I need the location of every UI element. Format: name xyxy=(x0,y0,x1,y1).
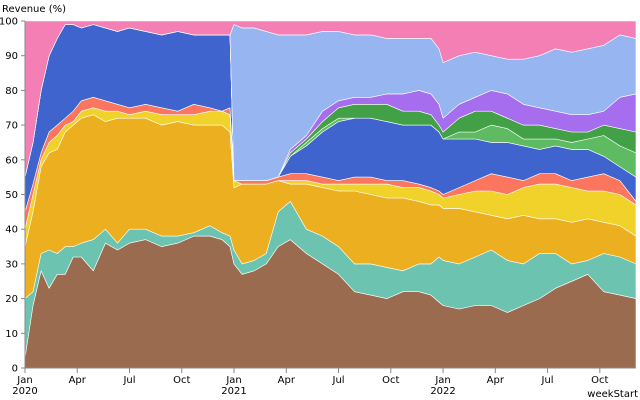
y-tick-label-70: 70 xyxy=(5,121,18,132)
x-tick-label-6: Jul xyxy=(332,375,345,386)
x-tick-label-8: Jan xyxy=(434,375,450,386)
y-tick-label-50: 50 xyxy=(5,190,18,201)
x-tick-label-5: Apr xyxy=(278,375,296,386)
y-tick-label-100: 100 xyxy=(0,17,18,28)
x-axis-title: weekStart xyxy=(587,389,638,400)
y-tick-label-80: 80 xyxy=(5,86,18,97)
x-tick-year-4: 2021 xyxy=(221,386,246,397)
x-tick-label-7: Oct xyxy=(382,375,399,386)
x-tick-label-0: Jan xyxy=(16,375,32,386)
x-tick-label-2: Jul xyxy=(122,375,135,386)
y-tick-label-0: 0 xyxy=(12,364,18,375)
x-tick-label-11: Oct xyxy=(591,375,608,386)
x-tick-year-8: 2022 xyxy=(430,386,455,397)
area-series-11 xyxy=(24,20,637,178)
y-tick-label-60: 60 xyxy=(5,155,18,166)
y-tick-label-20: 20 xyxy=(5,294,18,305)
y-tick-label-10: 10 xyxy=(5,329,18,340)
y-tick-label-30: 30 xyxy=(5,259,18,270)
y-axis: 0 10 20 30 40 50 60 70 80 90 100 xyxy=(0,17,26,375)
y-axis-title: Revenue (%) xyxy=(2,4,66,15)
y-tick-label-40: 40 xyxy=(5,225,18,236)
x-tick-label-9: Apr xyxy=(487,375,505,386)
y-tick-label-90: 90 xyxy=(5,51,18,62)
x-tick-year-0: 2020 xyxy=(12,386,37,397)
x-tick-label-1: Apr xyxy=(69,375,87,386)
area-layers xyxy=(24,20,637,369)
x-tick-label-3: Oct xyxy=(173,375,190,386)
x-tick-label-4: Jan xyxy=(225,375,241,386)
x-tick-label-10: Jul xyxy=(541,375,554,386)
